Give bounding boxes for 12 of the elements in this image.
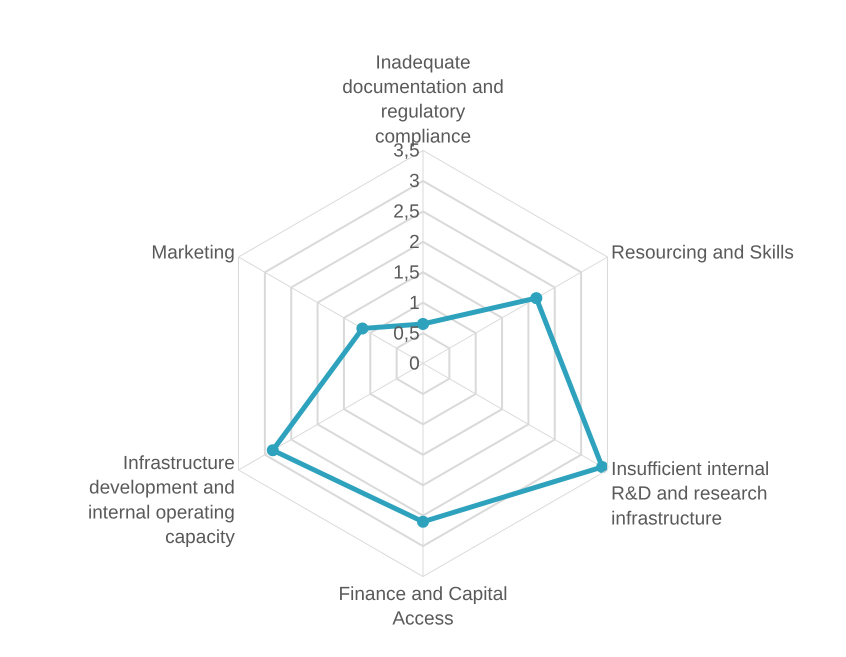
spoke-label: Marketing (151, 242, 235, 264)
y-tick-label: 0,5 (393, 323, 420, 344)
spoke-label: Finance and Capital Access (338, 584, 508, 630)
y-tick-label: 1,5 (393, 262, 420, 284)
spoke-label: Insufficient internal R&D and research infrastructure (611, 459, 770, 530)
y-tick-label: 3 (409, 171, 420, 192)
spoke-label: Resourcing and Skills (611, 242, 794, 264)
y-tick-label: 2,5 (393, 202, 420, 223)
y-tick-label: 2 (409, 232, 420, 253)
y-tick-label: 0 (409, 354, 420, 375)
y-tick-label: 1 (409, 292, 420, 314)
spoke-label: Infrastructure development and internal operating capacity (88, 452, 236, 548)
